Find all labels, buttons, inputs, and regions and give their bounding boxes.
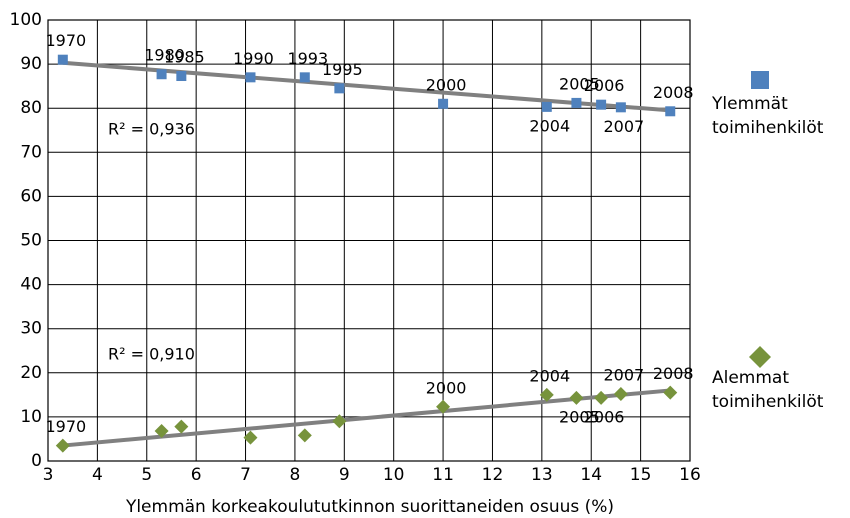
point: [57, 54, 68, 65]
annotation: R² = 0,936: [108, 120, 195, 139]
x-tick-label: 8: [290, 465, 301, 485]
y-tick-label: 30: [20, 319, 42, 339]
point: [176, 71, 187, 82]
legend-marker: [751, 71, 769, 89]
point: [541, 101, 552, 112]
point-label: 1970: [45, 417, 86, 436]
point-label: 2008: [653, 83, 694, 102]
point: [665, 106, 676, 117]
point: [438, 98, 449, 109]
point-label: 2000: [426, 378, 467, 397]
point-label: 2004: [529, 116, 570, 135]
y-tick-label: 0: [31, 451, 42, 471]
point-label: 2007: [604, 365, 645, 384]
y-tick-label: 10: [20, 407, 42, 427]
point: [436, 399, 451, 414]
x-tick-label: 3: [43, 465, 54, 485]
point-label: 1980: [144, 46, 185, 65]
point: [154, 424, 169, 439]
point: [55, 438, 70, 453]
annotation: R² = 0,910: [108, 345, 195, 364]
point: [297, 428, 312, 443]
point: [594, 390, 609, 405]
x-tick-label: 5: [141, 465, 152, 485]
point: [245, 72, 256, 83]
trendline: [62, 388, 671, 448]
y-tick-label: 100: [10, 10, 42, 30]
y-tick-label: 70: [20, 142, 42, 162]
y-tick-label: 20: [20, 363, 42, 383]
point: [332, 414, 347, 429]
point: [615, 102, 626, 113]
point: [156, 69, 167, 80]
x-tick-label: 11: [432, 465, 454, 485]
point: [539, 387, 554, 402]
y-tick-label: 50: [20, 231, 42, 251]
point: [334, 83, 345, 94]
x-tick-label: 10: [383, 465, 405, 485]
point-label: 2005: [559, 74, 600, 93]
point-label: 2008: [653, 364, 694, 383]
legend-label: Alemmat toimihenkilöt: [712, 368, 824, 412]
point: [596, 99, 607, 110]
x-tick-label: 16: [679, 465, 701, 485]
x-tick-label: 13: [531, 465, 553, 485]
x-axis-title: Ylemmän korkeakoulututkinnon suorittanei…: [125, 497, 614, 517]
point: [174, 419, 189, 434]
y-tick-label: 40: [20, 275, 42, 295]
y-tick-label: 60: [20, 186, 42, 206]
x-tick-label: 4: [92, 465, 103, 485]
x-tick-label: 15: [630, 465, 652, 485]
x-tick-label: 9: [339, 465, 350, 485]
legend-marker: [749, 346, 771, 368]
point-label: 2004: [529, 366, 570, 385]
point-label: 1990: [233, 49, 274, 68]
x-tick-label: 12: [482, 465, 504, 485]
point-label: 1993: [287, 49, 328, 68]
x-tick-label: 6: [191, 465, 202, 485]
point-label: 1970: [45, 31, 86, 50]
point-label: 2006: [584, 407, 625, 426]
point: [663, 385, 678, 400]
point-label: 1985: [164, 48, 205, 67]
y-tick-label: 80: [20, 98, 42, 118]
y-tick-label: 90: [20, 54, 42, 74]
point: [299, 72, 310, 83]
point: [243, 430, 258, 445]
point-label: 2000: [426, 75, 467, 94]
plot-border: [47, 19, 691, 462]
point: [571, 97, 582, 108]
x-tick-label: 14: [580, 465, 602, 485]
point-label: 2006: [584, 76, 625, 95]
legend-label: Ylemmät toimihenkilöt: [712, 94, 824, 138]
point-label: 1995: [322, 60, 363, 79]
x-tick-label: 7: [240, 465, 251, 485]
point: [569, 390, 584, 405]
point-label: 2005: [559, 407, 600, 426]
point-label: 2007: [604, 117, 645, 136]
point: [613, 386, 628, 401]
